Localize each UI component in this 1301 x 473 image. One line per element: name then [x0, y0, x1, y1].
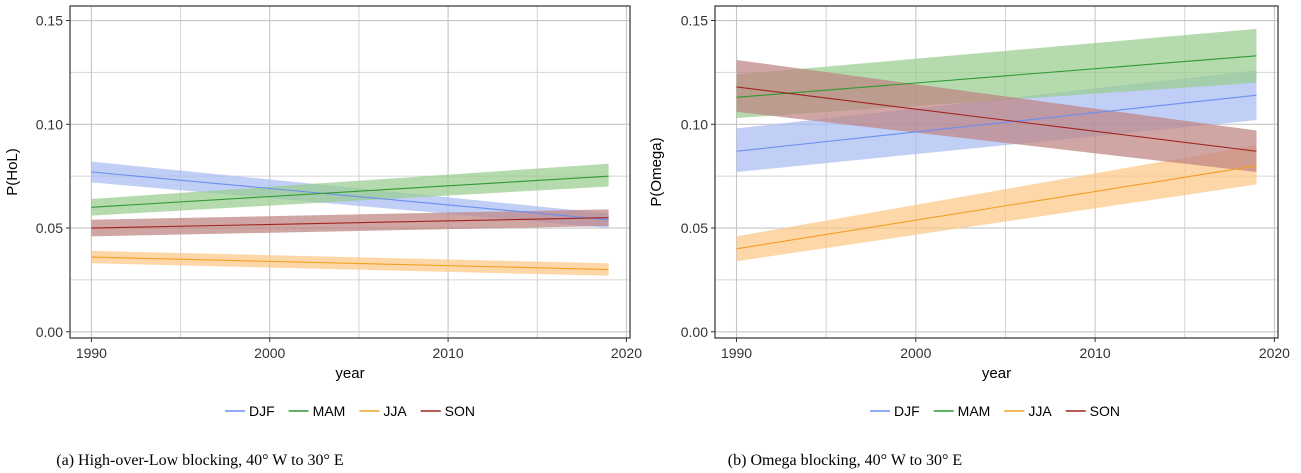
legend-item-djf: DJF — [224, 403, 275, 419]
plot-border — [714, 5, 1279, 339]
x-tick-label: 2010 — [433, 345, 464, 361]
legend-label: SON — [1090, 403, 1120, 419]
x-tick-label: 1990 — [721, 345, 752, 361]
legend-item-mam: MAM — [288, 403, 346, 419]
y-tick-label: 0.05 — [36, 220, 63, 236]
line-mam — [91, 175, 609, 208]
y-tick-label: 0.00 — [681, 324, 708, 340]
y-tick-label: 0.05 — [681, 220, 708, 236]
legend-item-son: SON — [1065, 403, 1120, 419]
x-tick-label: 2020 — [1259, 345, 1290, 361]
x-axis-title: year — [335, 365, 364, 382]
legend-item-jja: JJA — [359, 403, 407, 419]
x-axis-title: year — [982, 365, 1011, 382]
legend-item-mam: MAM — [933, 403, 991, 419]
legend: DJF MAM JJA SON — [224, 403, 475, 419]
caption: (a) High-over-Low blocking, 40° W to 30°… — [56, 452, 343, 469]
legend-label: JJA — [383, 403, 407, 419]
y-tick-label: 0.15 — [681, 13, 708, 29]
series-lines — [736, 55, 1257, 250]
ribbon-jja — [736, 145, 1257, 262]
legend-label: MAM — [313, 403, 346, 419]
line-son — [91, 217, 609, 229]
caption: (b) Omega blocking, 40° W to 30° E — [728, 452, 962, 469]
line-mam — [736, 55, 1257, 98]
legend-label: DJF — [894, 403, 920, 419]
y-axis-title: P(HoL) — [4, 148, 21, 196]
x-tick-label: 2020 — [611, 345, 642, 361]
legend-item-djf: DJF — [869, 403, 920, 419]
line-jja — [736, 165, 1257, 250]
y-tick-label: 0.10 — [681, 116, 708, 132]
line-son — [736, 86, 1257, 152]
x-tick-label: 2000 — [254, 345, 285, 361]
panel-b: 0.00 0.05 0.10 0.15 1990 2000 2010 2020 year P(Om… — [648, 5, 1290, 469]
panel-a: 0.00 0.05 0.10 0.15 1990 2000 2010 2020 year P(Ho… — [4, 5, 642, 469]
legend-label: DJF — [249, 403, 275, 419]
line-jja — [91, 256, 609, 271]
x-tick-label: 2000 — [900, 345, 931, 361]
y-tick-label: 0.00 — [36, 324, 63, 340]
line-djf — [91, 171, 609, 221]
line-djf — [736, 94, 1257, 152]
legend-label: SON — [445, 403, 475, 419]
y-tick-label: 0.10 — [36, 116, 63, 132]
x-tick-label: 1990 — [76, 345, 107, 361]
legend-label: JJA — [1028, 403, 1052, 419]
y-axis-title: P(Omega) — [648, 137, 665, 206]
legend: DJF MAM JJA SON — [869, 403, 1120, 419]
ribbons — [736, 28, 1257, 262]
plot-border — [69, 5, 631, 339]
legend-item-jja: JJA — [1004, 403, 1052, 419]
legend-label: MAM — [958, 403, 991, 419]
legend-item-son: SON — [420, 403, 475, 419]
series-lines — [91, 171, 609, 271]
ribbon-mam — [91, 163, 609, 216]
ribbon-son — [736, 59, 1257, 173]
y-tick-label: 0.15 — [36, 13, 63, 29]
x-tick-label: 2010 — [1080, 345, 1111, 361]
